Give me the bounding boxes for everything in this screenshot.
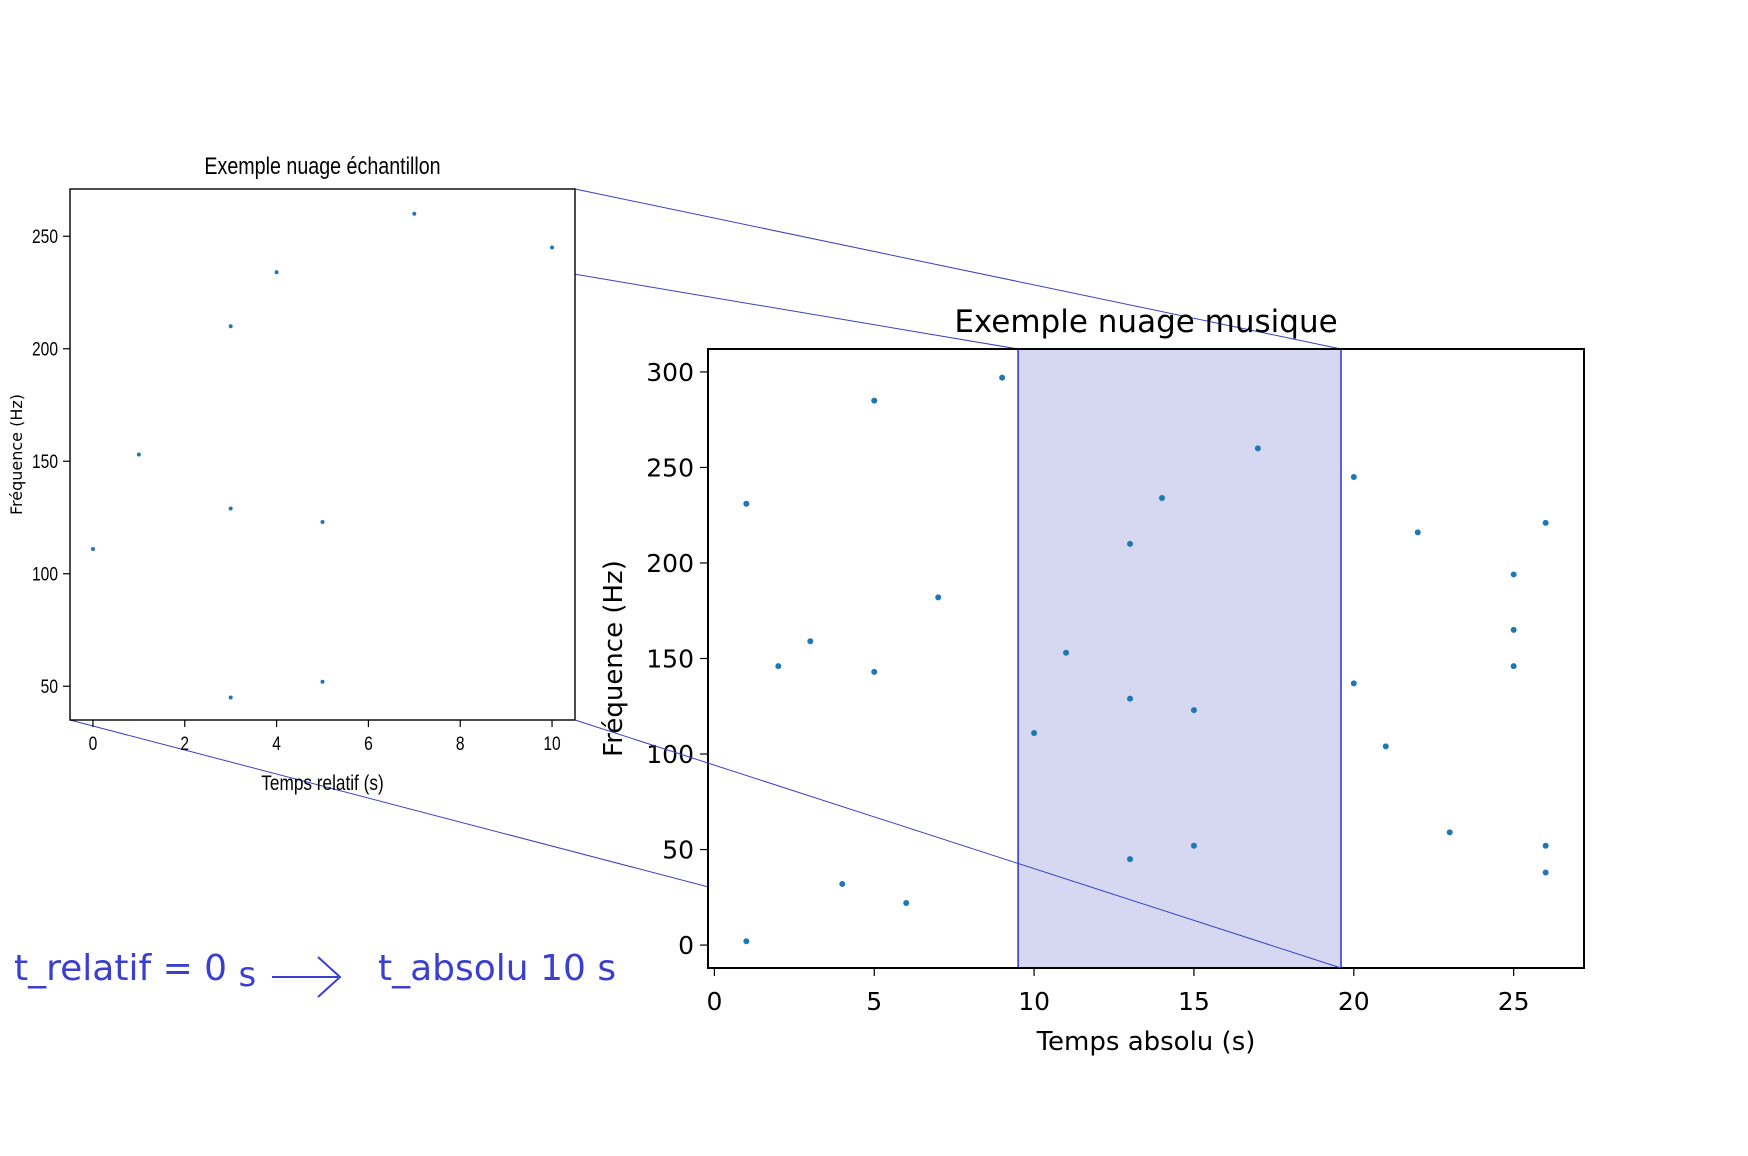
data-point xyxy=(1446,829,1453,836)
data-point xyxy=(90,547,95,551)
chart-title: Exemple nuage musique xyxy=(954,304,1337,340)
chart-title: Exemple nuage échantillon xyxy=(204,152,440,179)
connector-line xyxy=(574,719,1342,969)
y-tick-label: 50 xyxy=(662,836,694,865)
x-axis-label: Temps relatif (s) xyxy=(261,773,383,796)
y-tick-label: 0 xyxy=(678,931,694,960)
arrow-icon xyxy=(272,956,342,998)
x-tick-label: 6 xyxy=(364,733,373,755)
data-point xyxy=(136,452,141,457)
data-point xyxy=(1510,571,1517,578)
y-axis-label: Fréquence (Hz) xyxy=(599,560,629,757)
data-point xyxy=(1414,529,1421,536)
y-tick-label: 150 xyxy=(646,645,694,674)
y-tick-label: 250 xyxy=(646,453,694,482)
data-point xyxy=(1063,649,1070,656)
x-tick-label: 10 xyxy=(543,733,560,755)
data-point xyxy=(274,270,279,275)
data-point xyxy=(871,397,878,404)
x-tick-label: 10 xyxy=(1018,987,1050,1016)
plot-frame xyxy=(69,188,576,721)
relative-time-unit: s xyxy=(238,955,257,995)
x-tick-label: 2 xyxy=(180,733,189,755)
data-point xyxy=(1382,743,1389,750)
data-point xyxy=(903,900,910,907)
data-point xyxy=(1542,842,1549,849)
data-point xyxy=(999,374,1006,381)
x-tick-label: 20 xyxy=(1338,987,1370,1016)
data-point xyxy=(839,880,846,887)
y-tick-label: 300 xyxy=(646,358,694,387)
x-axis-label: Temps absolu (s) xyxy=(1036,1027,1256,1057)
data-point xyxy=(743,500,750,507)
x-tick-label: 0 xyxy=(89,733,98,755)
y-axis-label: Fréquence (Hz) xyxy=(7,394,26,515)
data-point xyxy=(228,506,233,511)
data-point xyxy=(412,211,417,216)
x-tick-label: 5 xyxy=(866,987,882,1016)
data-point xyxy=(320,679,325,684)
data-point xyxy=(935,594,942,601)
data-point xyxy=(1127,540,1134,547)
x-tick-label: 25 xyxy=(1498,987,1530,1016)
data-point xyxy=(1127,856,1134,863)
highlight-region xyxy=(1017,348,1342,969)
x-tick-label: 15 xyxy=(1178,987,1210,1016)
y-tick-label: 50 xyxy=(41,676,58,698)
data-point xyxy=(550,245,555,250)
data-point xyxy=(1127,695,1134,702)
x-tick-label: 8 xyxy=(456,733,465,755)
data-point xyxy=(1510,626,1517,633)
data-point xyxy=(1254,445,1261,452)
data-point xyxy=(1158,495,1165,502)
data-point xyxy=(775,663,782,670)
data-point xyxy=(1542,519,1549,526)
plot-area xyxy=(70,189,575,720)
y-tick-label: 100 xyxy=(32,563,58,585)
data-point xyxy=(228,695,233,700)
data-point xyxy=(1031,730,1038,737)
y-tick-label: 150 xyxy=(32,451,58,473)
y-tick-label: 200 xyxy=(32,338,58,360)
y-tick-label: 250 xyxy=(32,226,58,248)
chart-echantillon: 0 2 4 6 8 10 50 100 150 200 250 Exemple nuage échan… xyxy=(7,152,576,796)
data-point xyxy=(320,520,325,524)
data-point xyxy=(1510,663,1517,670)
x-tick-label: 4 xyxy=(272,733,281,755)
y-tick-label: 200 xyxy=(646,549,694,578)
relative-time-text: t_relatif = 0 xyxy=(14,948,228,989)
x-tick-label: 0 xyxy=(706,987,722,1016)
data-point xyxy=(1190,842,1197,849)
absolute-time-annotation: t_absolu 10 s xyxy=(378,948,617,989)
y-tick-label: 100 xyxy=(646,740,694,769)
data-point xyxy=(1350,680,1357,687)
data-point xyxy=(743,938,750,945)
data-point xyxy=(1350,474,1357,481)
data-point xyxy=(871,668,878,675)
data-point xyxy=(1542,869,1549,876)
data-point xyxy=(1190,707,1197,714)
data-point xyxy=(228,324,233,329)
relative-time-annotation: t_relatif = 0 s xyxy=(14,948,256,995)
zoom-connector-lines-overlay xyxy=(574,719,1342,969)
data-point xyxy=(807,638,814,645)
connector-line xyxy=(574,188,1342,350)
